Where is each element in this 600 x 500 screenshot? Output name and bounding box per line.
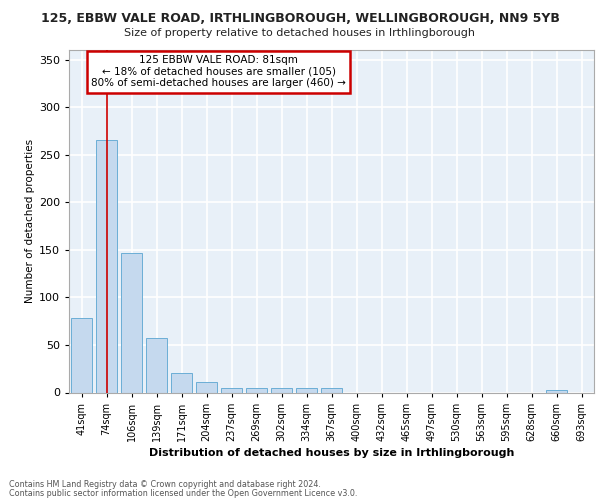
- Text: Contains public sector information licensed under the Open Government Licence v3: Contains public sector information licen…: [9, 490, 358, 498]
- Bar: [96, 140, 117, 392]
- Bar: [121, 252, 142, 392]
- Bar: [196, 382, 217, 392]
- Bar: [146, 338, 167, 392]
- Bar: [171, 374, 192, 392]
- Bar: [71, 318, 92, 392]
- Y-axis label: Number of detached properties: Number of detached properties: [25, 139, 35, 304]
- Bar: [271, 388, 292, 392]
- Bar: [321, 388, 342, 392]
- Text: 125 EBBW VALE ROAD: 81sqm
← 18% of detached houses are smaller (105)
80% of semi: 125 EBBW VALE ROAD: 81sqm ← 18% of detac…: [91, 55, 346, 88]
- Bar: [246, 388, 267, 392]
- Bar: [221, 388, 242, 392]
- Text: Size of property relative to detached houses in Irthlingborough: Size of property relative to detached ho…: [125, 28, 476, 38]
- Bar: [296, 388, 317, 392]
- Bar: [546, 390, 567, 392]
- Text: Contains HM Land Registry data © Crown copyright and database right 2024.: Contains HM Land Registry data © Crown c…: [9, 480, 321, 489]
- Text: 125, EBBW VALE ROAD, IRTHLINGBOROUGH, WELLINGBOROUGH, NN9 5YB: 125, EBBW VALE ROAD, IRTHLINGBOROUGH, WE…: [41, 12, 559, 26]
- X-axis label: Distribution of detached houses by size in Irthlingborough: Distribution of detached houses by size …: [149, 448, 514, 458]
